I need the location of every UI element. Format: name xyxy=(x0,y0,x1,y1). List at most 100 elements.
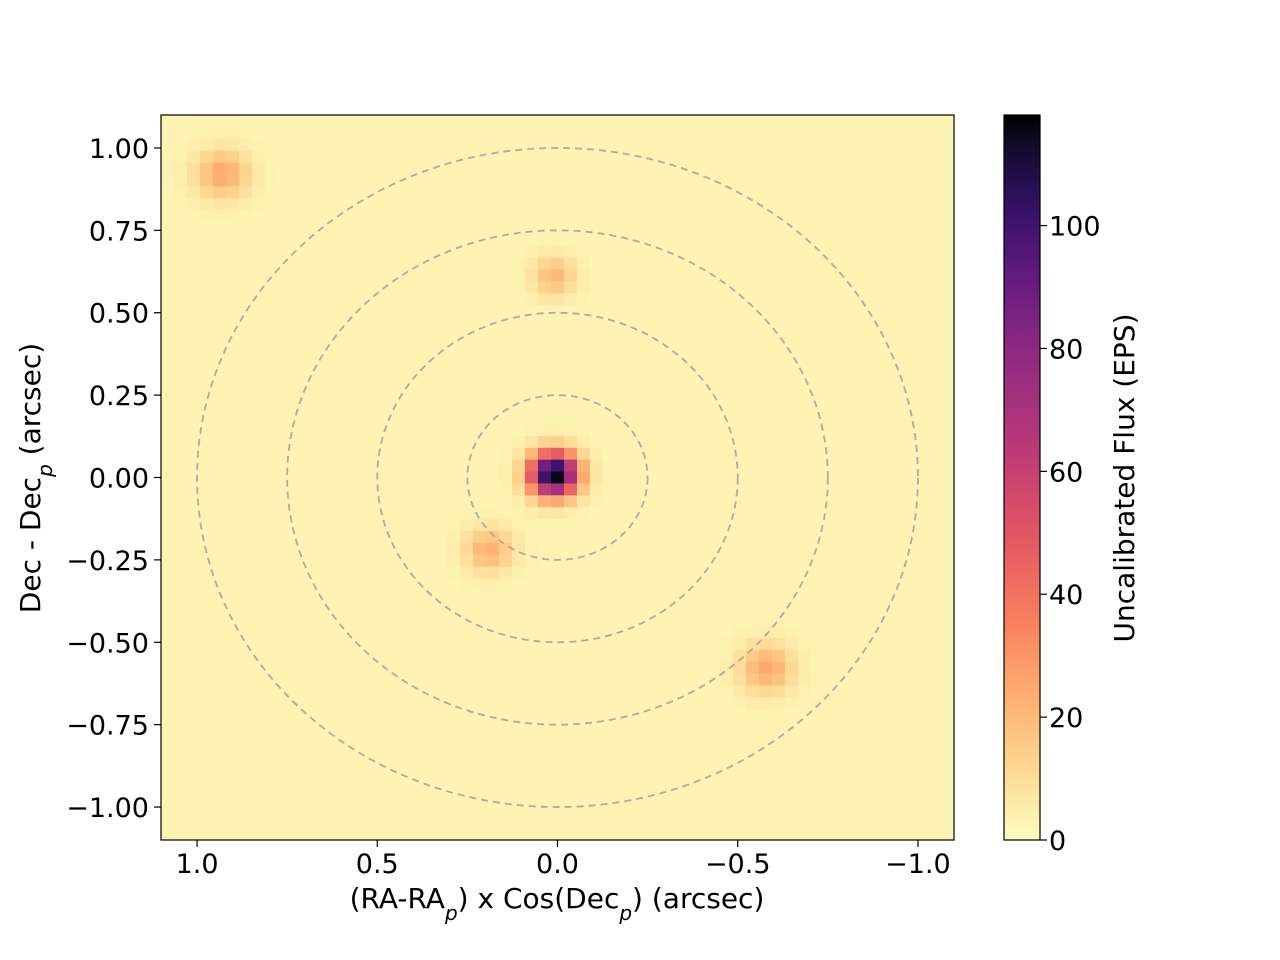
heatmap-pixel xyxy=(863,519,877,532)
heatmap-pixel xyxy=(785,305,799,318)
heatmap-pixel xyxy=(941,269,954,282)
heatmap-pixel xyxy=(915,424,929,437)
heatmap-pixel xyxy=(343,210,357,223)
heatmap-pixel xyxy=(889,364,903,378)
heatmap-pixel xyxy=(512,328,526,342)
heatmap-pixel xyxy=(915,186,929,199)
heatmap-pixel xyxy=(629,459,643,473)
heatmap-pixel xyxy=(382,388,396,401)
heatmap-pixel xyxy=(785,221,799,235)
heatmap-pixel xyxy=(356,542,370,556)
heatmap-pixel xyxy=(603,352,617,366)
heatmap-pixel xyxy=(902,221,916,235)
heatmap-pixel xyxy=(447,412,461,425)
heatmap-pixel xyxy=(525,756,539,770)
heatmap-pixel xyxy=(655,709,669,722)
heatmap-pixel xyxy=(213,542,227,556)
heatmap-pixel xyxy=(304,162,318,176)
heatmap-pixel xyxy=(798,293,812,306)
heatmap-pixel xyxy=(850,661,864,675)
heatmap-pixel xyxy=(603,804,617,817)
heatmap-pixel xyxy=(564,519,578,532)
heatmap-pixel xyxy=(252,673,266,687)
heatmap-pixel xyxy=(941,305,954,318)
heatmap-pixel xyxy=(616,507,630,520)
heatmap-pixel xyxy=(330,709,344,722)
heatmap-pixel xyxy=(824,412,838,425)
heatmap-pixel xyxy=(746,400,760,413)
heatmap-pixel xyxy=(200,661,214,675)
heatmap-pixel xyxy=(486,519,500,532)
heatmap-pixel xyxy=(785,257,799,271)
heatmap-pixel xyxy=(369,590,383,603)
heatmap-pixel xyxy=(824,174,838,187)
heatmap-pixel xyxy=(187,661,201,675)
heatmap-pixel xyxy=(265,305,279,318)
heatmap-pixel xyxy=(629,198,643,211)
heatmap-pixel xyxy=(720,780,734,794)
heatmap-pixel xyxy=(707,186,721,199)
heatmap-pixel xyxy=(785,269,799,282)
heatmap-pixel xyxy=(356,115,370,128)
heatmap-pixel xyxy=(525,804,539,817)
heatmap-pixel xyxy=(473,649,487,663)
heatmap-pixel xyxy=(421,447,435,461)
heatmap-pixel xyxy=(486,281,500,294)
heatmap-pixel xyxy=(499,507,513,520)
heatmap-pixel xyxy=(265,257,279,271)
heatmap-pixel xyxy=(395,186,409,199)
heatmap-pixel xyxy=(421,744,435,758)
heatmap-pixel xyxy=(252,804,266,817)
heatmap-pixel xyxy=(226,661,240,675)
heatmap-pixel xyxy=(876,138,890,152)
heatmap-pixel xyxy=(720,174,734,187)
heatmap-pixel xyxy=(694,578,708,592)
heatmap-pixel xyxy=(239,709,253,722)
heatmap-pixel xyxy=(291,340,305,354)
heatmap-pixel xyxy=(226,435,240,449)
heatmap-pixel xyxy=(902,744,916,758)
heatmap-pixel xyxy=(785,637,799,651)
heatmap-pixel xyxy=(161,554,175,568)
heatmap-pixel xyxy=(720,602,734,615)
heatmap-pixel xyxy=(616,709,630,722)
heatmap-pixel xyxy=(928,507,942,520)
heatmap-pixel xyxy=(694,186,708,199)
heatmap-pixel xyxy=(837,221,851,235)
heatmap-pixel xyxy=(629,804,643,817)
heatmap-pixel xyxy=(655,519,669,532)
heatmap-pixel xyxy=(395,649,409,663)
heatmap-pixel xyxy=(317,507,331,520)
heatmap-pixel xyxy=(421,174,435,187)
heatmap-pixel xyxy=(330,744,344,758)
heatmap-pixel xyxy=(460,352,474,366)
heatmap-pixel xyxy=(876,768,890,782)
heatmap-pixel xyxy=(525,317,539,330)
heatmap-pixel xyxy=(928,233,942,247)
heatmap-pixel xyxy=(369,400,383,413)
heatmap-pixel xyxy=(317,328,331,342)
heatmap-pixel xyxy=(928,210,942,223)
heatmap-pixel xyxy=(512,305,526,318)
heatmap-pixel xyxy=(785,614,799,627)
heatmap-pixel xyxy=(239,697,253,710)
heatmap-pixel xyxy=(590,637,604,651)
heatmap-pixel xyxy=(863,483,877,496)
heatmap-pixel xyxy=(876,792,890,805)
heatmap-pixel xyxy=(161,471,175,485)
heatmap-pixel xyxy=(902,530,916,544)
heatmap-pixel xyxy=(369,626,383,639)
heatmap-pixel xyxy=(395,471,409,485)
heatmap-pixel xyxy=(876,733,890,746)
heatmap-pixel xyxy=(772,138,786,152)
heatmap-pixel xyxy=(603,340,617,354)
heatmap-pixel xyxy=(759,210,773,223)
heatmap-pixel xyxy=(421,590,435,603)
heatmap-pixel xyxy=(564,768,578,782)
heatmap-pixel xyxy=(785,483,799,496)
heatmap-pixel xyxy=(928,816,942,829)
heatmap-pixel xyxy=(174,174,188,187)
heatmap-pixel xyxy=(187,210,201,223)
heatmap-pixel xyxy=(681,554,695,568)
heatmap-pixel xyxy=(850,673,864,687)
